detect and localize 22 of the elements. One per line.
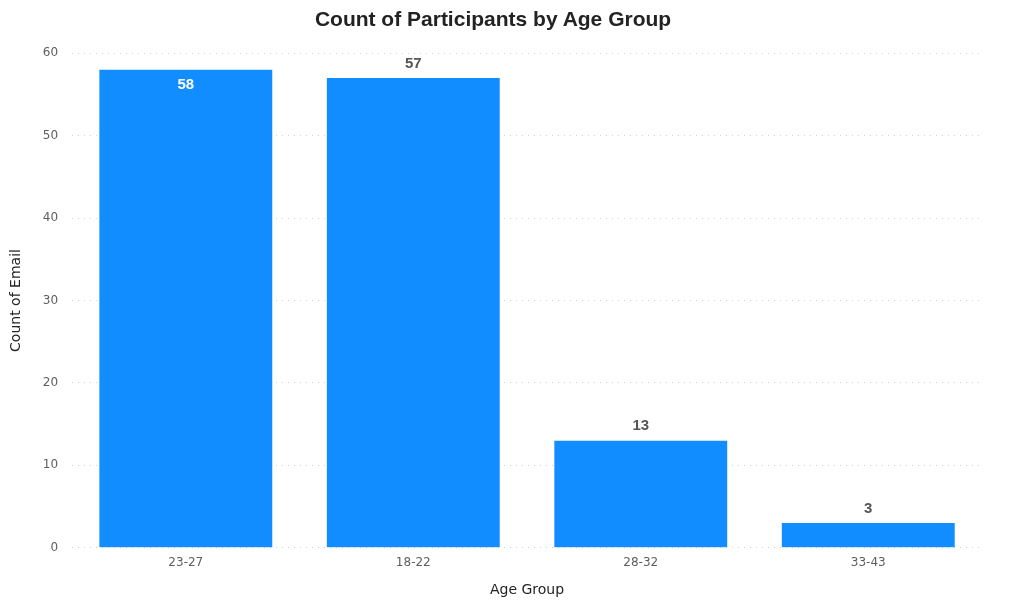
data-label: 3 <box>864 498 873 516</box>
y-tick-label: 10 <box>42 457 59 472</box>
y-tick-label: 40 <box>42 210 59 225</box>
y-axis-title: Count of Email <box>7 249 24 352</box>
x-tick-label: 33-43 <box>850 555 886 570</box>
bar <box>554 440 728 548</box>
y-tick-label: 20 <box>42 375 59 390</box>
y-tick-label: 60 <box>42 45 59 60</box>
chart-title: Count of Participants by Age Group <box>314 7 672 31</box>
bar <box>326 77 500 548</box>
bar <box>781 523 955 548</box>
x-tick-label: 23-27 <box>168 555 204 570</box>
data-label: 58 <box>177 75 195 93</box>
x-tick-label: 18-22 <box>395 555 431 570</box>
y-tick-label: 50 <box>42 127 59 142</box>
data-label: 57 <box>404 53 422 71</box>
x-axis-title: Age Group <box>489 581 565 598</box>
data-label: 13 <box>632 416 650 434</box>
x-tick-label: 28-32 <box>623 555 659 570</box>
bar <box>99 69 273 548</box>
y-tick-label: 0 <box>50 539 59 554</box>
y-tick-label: 30 <box>42 292 59 307</box>
